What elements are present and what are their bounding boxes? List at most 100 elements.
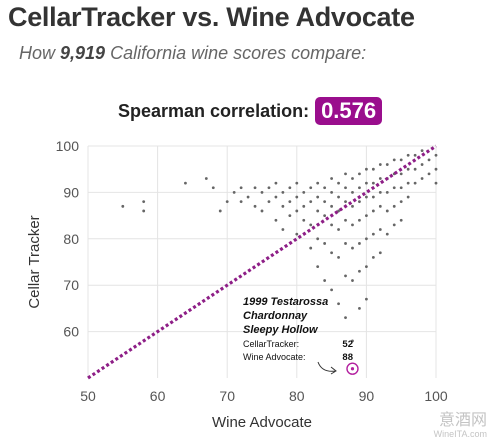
y-tick-label: 100	[56, 138, 80, 154]
data-point	[323, 214, 327, 218]
data-point	[344, 172, 347, 176]
data-point	[337, 181, 340, 185]
y-axis-label: Cellar Tracker	[26, 215, 43, 308]
data-point	[399, 200, 403, 204]
data-point	[371, 232, 375, 236]
data-point	[351, 246, 354, 250]
data-point	[260, 191, 264, 194]
data-point	[260, 209, 264, 213]
data-point	[358, 242, 361, 245]
data-point	[337, 228, 340, 231]
data-point	[434, 181, 438, 185]
data-point	[399, 186, 403, 190]
y-tick-label: 80	[63, 231, 79, 247]
grid-lines	[87, 145, 437, 378]
data-point	[225, 200, 229, 204]
watermark-cn: 意酒网	[438, 411, 487, 429]
data-point	[344, 218, 347, 222]
data-point	[184, 181, 187, 185]
data-point	[434, 167, 438, 171]
data-point	[406, 181, 410, 185]
data-point	[365, 297, 368, 301]
data-point	[302, 191, 306, 194]
data-point	[344, 200, 347, 204]
x-tick-label: 70	[219, 388, 235, 404]
data-point	[392, 158, 396, 162]
data-point	[288, 186, 292, 190]
x-tick-label: 50	[80, 388, 96, 404]
data-point	[371, 181, 375, 185]
data-point	[288, 214, 292, 218]
data-point	[309, 186, 313, 190]
data-point	[239, 186, 243, 190]
highlight-point	[350, 367, 355, 371]
highlight-ring	[346, 362, 359, 375]
data-point	[330, 288, 333, 292]
data-point	[406, 195, 410, 199]
data-point	[351, 191, 354, 194]
x-tick-label: 60	[150, 388, 166, 404]
data-point	[365, 265, 368, 269]
data-point	[420, 177, 424, 180]
data-point	[274, 218, 278, 222]
reference-diagonal-line	[87, 144, 437, 380]
data-point	[302, 218, 306, 222]
data-points	[121, 149, 438, 371]
data-point	[413, 167, 417, 171]
data-point	[274, 195, 278, 199]
data-point	[309, 246, 313, 250]
data-point	[434, 153, 438, 157]
data-point	[121, 204, 125, 208]
annotation-ct-value: 52	[342, 339, 353, 350]
watermark: 意酒网 WineITA.com	[434, 411, 487, 439]
subtitle-prefix: How	[19, 43, 61, 63]
subtitle-suffix: California wine scores compare:	[105, 43, 367, 63]
data-point	[316, 195, 320, 199]
data-point	[330, 191, 333, 194]
data-point	[420, 163, 424, 166]
annotation-arrow	[317, 361, 337, 375]
data-point	[420, 149, 424, 153]
data-point	[295, 181, 299, 185]
data-point	[344, 274, 347, 278]
data-point	[337, 255, 340, 259]
data-point	[295, 195, 299, 199]
data-point	[427, 172, 431, 176]
data-point	[378, 228, 382, 231]
data-point	[365, 181, 368, 185]
data-point	[351, 204, 354, 208]
data-point	[309, 200, 313, 204]
correlation-label: Spearman correlation:	[118, 100, 310, 121]
data-point	[378, 191, 382, 194]
data-point	[274, 181, 278, 185]
data-point	[351, 279, 354, 282]
annotation-wa-label: Wine Advocate:	[243, 352, 306, 362]
data-point	[281, 228, 285, 231]
chart-subtitle: How 9,919 California wine scores compare…	[19, 43, 366, 64]
data-point	[378, 177, 382, 180]
annotation-wa-value: 88	[342, 352, 353, 363]
x-tick-label: 80	[289, 388, 305, 404]
data-point	[142, 209, 146, 213]
data-point	[253, 186, 257, 190]
data-point	[295, 209, 299, 213]
data-point	[281, 204, 285, 208]
data-point	[337, 195, 340, 199]
data-point	[267, 200, 271, 204]
data-point	[406, 153, 410, 157]
data-point	[392, 223, 396, 227]
data-point	[385, 163, 389, 166]
data-point	[267, 186, 271, 190]
data-point	[358, 172, 361, 176]
data-point	[232, 191, 236, 194]
data-point	[399, 158, 403, 162]
data-point	[344, 316, 347, 320]
data-point	[323, 200, 327, 204]
data-point	[337, 302, 340, 306]
data-point	[239, 200, 243, 204]
data-point	[316, 209, 320, 213]
data-point	[385, 232, 389, 236]
data-point	[351, 223, 354, 227]
y-tick-label: 70	[63, 277, 79, 293]
